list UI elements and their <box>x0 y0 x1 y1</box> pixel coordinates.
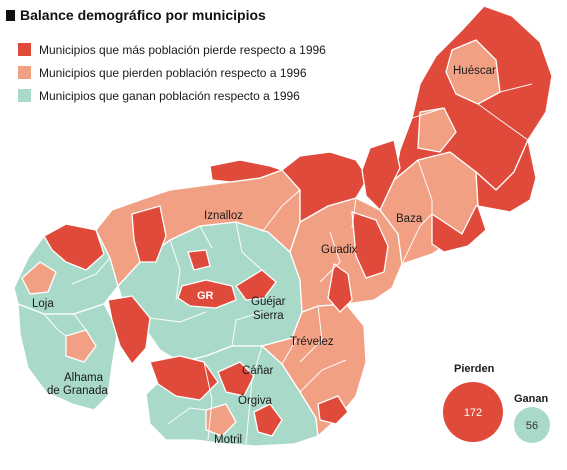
patch-guadix-south <box>327 263 353 313</box>
patch-alpujarra-south <box>317 395 349 425</box>
legend-item-loses: Municipios que pierden población respect… <box>18 61 326 84</box>
label-alhama-1: Alhama <box>64 372 104 384</box>
label-baza: Baza <box>396 213 423 225</box>
patch-south-center-b <box>217 361 255 397</box>
patch-southwest <box>107 295 151 365</box>
label-huescar: Huéscar <box>453 65 496 77</box>
label-trevelez: Trévelez <box>290 336 334 348</box>
legend-item-loses-most: Municipios que más población pierde resp… <box>18 38 326 61</box>
bubble-lose-label: Pierden <box>454 363 495 375</box>
legend-item-gains: Municipios que ganan población respecto … <box>18 84 326 107</box>
map-title-text: Balance demográfico por municipios <box>20 7 266 23</box>
legend-swatch-loses <box>18 66 31 79</box>
label-guejar-2: Sierra <box>253 310 284 322</box>
patch-baza-west <box>351 211 389 279</box>
label-gr: GR <box>197 290 214 302</box>
patch-huescar-south <box>417 107 457 153</box>
label-orgiva: Órgiva <box>238 394 272 407</box>
region-huescar-east <box>475 139 537 213</box>
patch-granada-city <box>177 279 237 309</box>
patch-granada-north <box>187 249 211 271</box>
bubble-lose <box>443 382 503 442</box>
legend-swatch-loses-most <box>18 43 31 56</box>
legend-label-gains: Municipios que ganan población respecto … <box>39 88 300 103</box>
patch-west-north <box>43 223 105 271</box>
patch-iznalloz-east <box>281 151 369 223</box>
patch-loja-north <box>21 261 57 295</box>
label-guadix: Guadix <box>321 244 358 256</box>
patch-coast-west <box>205 403 237 437</box>
label-canar: Cáñar <box>242 365 273 377</box>
patch-granada-east <box>235 269 277 301</box>
title-square-icon <box>6 9 15 21</box>
bubble-gain-value: 56 <box>526 420 538 432</box>
legend-swatch-gains <box>18 89 31 102</box>
legend-label-loses: Municipios que pierden población respect… <box>39 65 307 80</box>
bubble-gain-label: Ganan <box>514 393 549 405</box>
legend-label-loses-most: Municipios que más población pierde resp… <box>39 42 326 57</box>
patch-south-center-a <box>149 355 219 401</box>
bubble-gain <box>514 407 550 443</box>
patch-baza-east <box>431 205 487 253</box>
map-title: Balance demográfico por municipios <box>6 7 266 23</box>
patch-north-center <box>209 159 283 183</box>
label-motril: Motril <box>214 434 242 446</box>
label-loja: Loja <box>32 298 54 310</box>
label-iznalloz: Iznalloz <box>204 210 243 222</box>
bubble-lose-value: 172 <box>464 407 482 419</box>
patch-coast-east <box>253 403 283 437</box>
label-guejar-1: Güéjar <box>251 296 286 308</box>
label-alhama-2: de Granada <box>47 385 108 397</box>
patch-alhama-inner <box>65 329 97 363</box>
patch-baza-mid <box>361 139 401 211</box>
municipal-borders <box>43 83 533 445</box>
patch-huescar-inner <box>445 39 501 105</box>
legend: Municipios que más población pierde resp… <box>18 38 326 107</box>
patch-iznalloz-north <box>131 205 167 263</box>
